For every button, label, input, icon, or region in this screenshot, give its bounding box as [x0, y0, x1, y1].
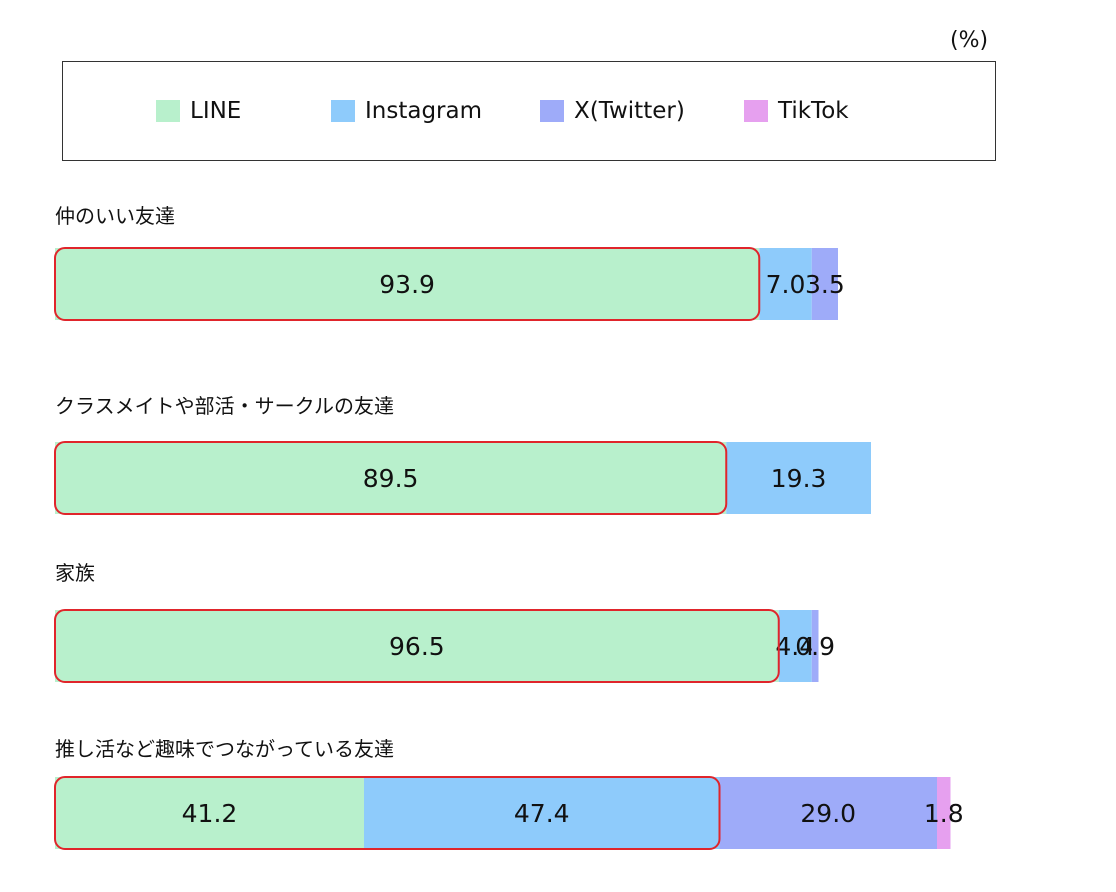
value-label-instagram-row-3: 4.4 [775, 632, 815, 661]
bar-x-twitter-row-3 [811, 610, 819, 682]
value-label-tiktok-row-4: 1.8 [924, 799, 964, 828]
value-label-x-twitter-row-4: 29.0 [800, 799, 856, 828]
bar-line-row-2 [55, 442, 727, 514]
value-label-x-twitter-row-3: 0.9 [795, 632, 835, 661]
value-label-line-row-1: 93.9 [379, 270, 435, 299]
highlight-outline-row-3 [54, 609, 780, 683]
legend-swatch-tiktok [744, 100, 768, 122]
category-label-classmates: クラスメイトや部活・サークルの友達 [55, 394, 394, 418]
legend-swatch-instagram [331, 100, 355, 122]
legend-item-x-twitter: X(Twitter) [540, 98, 685, 124]
category-label-family: 家族 [55, 561, 95, 585]
highlight-outline-row-1 [54, 247, 761, 321]
value-label-x-twitter-row-1: 3.5 [805, 270, 845, 299]
legend-item-tiktok: TikTok [744, 98, 849, 124]
value-label-instagram-row-2: 19.3 [771, 464, 827, 493]
category-label-hobby-friends: 推し活など趣味でつながっている友達 [55, 737, 394, 761]
legend-label-line: LINE [190, 98, 242, 124]
bar-x-twitter-row-4 [719, 777, 937, 849]
legend-label-x-twitter: X(Twitter) [574, 98, 685, 124]
bar-instagram-row-1 [759, 248, 812, 320]
bar-x-twitter-row-1 [811, 248, 838, 320]
bar-tiktok-row-4 [937, 777, 951, 849]
legend-item-instagram: Instagram [331, 98, 482, 124]
bar-line-row-4 [55, 777, 364, 849]
bar-instagram-row-2 [726, 442, 871, 514]
highlight-outline-row-4 [54, 776, 721, 850]
legend-label-instagram: Instagram [365, 98, 483, 124]
bar-line-row-1 [55, 248, 760, 320]
legend-label-tiktok: TikTok [778, 98, 849, 124]
value-label-instagram-row-4: 47.4 [514, 799, 570, 828]
value-label-line-row-3: 96.5 [389, 632, 445, 661]
legend-swatch-x-twitter [540, 100, 564, 122]
bar-line-row-3 [55, 610, 779, 682]
value-label-instagram-row-1: 7.0 [766, 270, 806, 299]
unit-label: (%) [950, 28, 989, 53]
bar-instagram-row-3 [778, 610, 812, 682]
highlight-outline-row-2 [54, 441, 728, 515]
legend: LINE Instagram X(Twitter) TikTok [62, 61, 996, 161]
legend-swatch-line [156, 100, 180, 122]
category-label-close-friends: 仲のいい友達 [55, 204, 175, 228]
bar-instagram-row-4 [364, 777, 720, 849]
value-label-line-row-2: 89.5 [363, 464, 419, 493]
value-label-line-row-4: 41.2 [182, 799, 238, 828]
legend-item-line: LINE [156, 98, 241, 124]
